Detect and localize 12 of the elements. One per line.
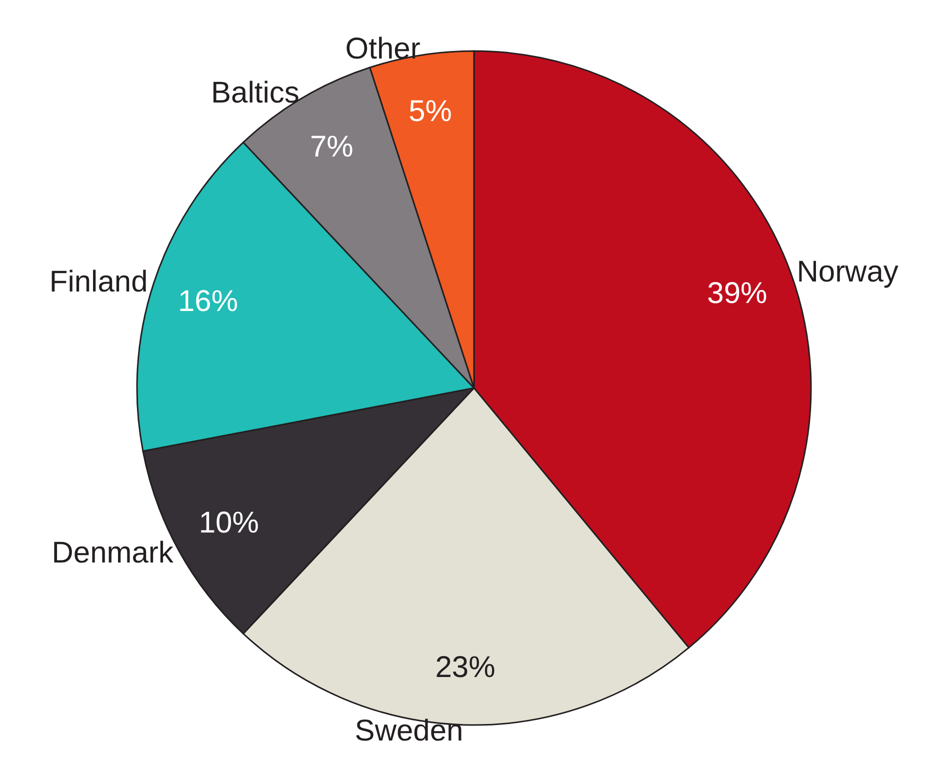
slice-label: Baltics: [211, 76, 300, 110]
data-label: 23%: [435, 651, 496, 684]
data-label: 5%: [408, 95, 452, 128]
data-label: 39%: [707, 276, 768, 310]
data-label: 16%: [178, 285, 238, 318]
slice-label: Norway: [796, 255, 898, 288]
slice-label: Finland: [49, 266, 148, 299]
data-label: 7%: [310, 130, 354, 164]
data-label: 10%: [198, 506, 259, 540]
slice-label: Sweden: [354, 714, 464, 748]
slice-label: Denmark: [52, 536, 174, 570]
slice-label: Other: [345, 32, 420, 66]
